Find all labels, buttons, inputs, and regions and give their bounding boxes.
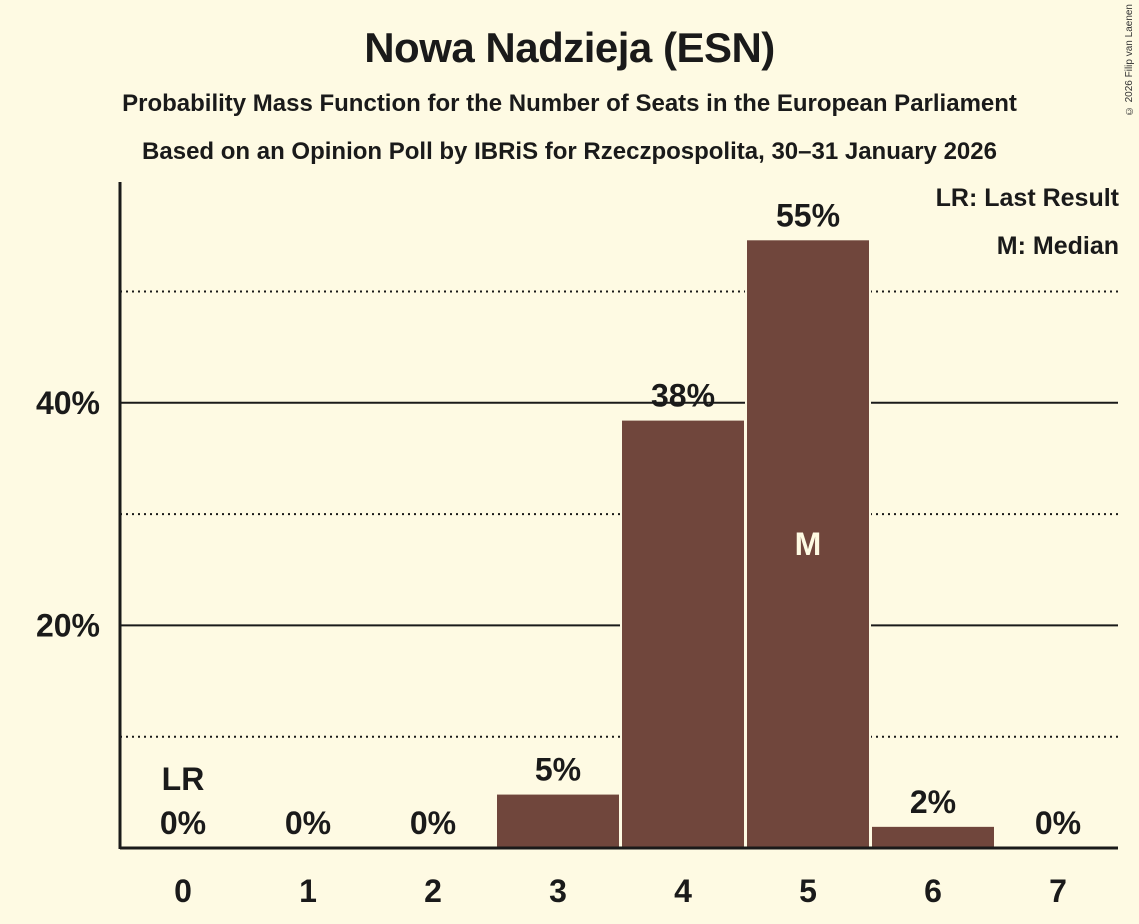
chart-subtitle: Probability Mass Function for the Number… [122,90,1017,117]
bar-value-label: 5% [535,752,581,788]
bar-value-label: 38% [651,378,715,414]
bar-seats-6 [872,826,994,848]
bar-value-label: 55% [776,197,840,233]
y-tick-label: 20% [36,607,100,643]
x-tick-label: 7 [1049,873,1067,909]
bar-value-label: 2% [910,784,956,820]
bar-value-label: 0% [160,805,206,841]
y-tick-label: 40% [36,385,100,421]
bar-seats-3 [497,794,619,848]
bar-seats-5 [747,240,869,848]
bar-value-label: 0% [285,805,331,841]
x-tick-label: 4 [674,873,692,909]
x-tick-label: 0 [174,873,192,909]
bar-value-label: 0% [1035,805,1081,841]
chart-title: Nowa Nadzieja (ESN) [364,24,775,71]
x-tick-label: 5 [799,873,817,909]
x-tick-label: 6 [924,873,942,909]
chart-source-line: Based on an Opinion Poll by IBRiS for Rz… [142,138,997,165]
x-tick-label: 3 [549,873,567,909]
x-tick-label: 1 [299,873,317,909]
bar-value-label: 0% [410,805,456,841]
last-result-marker: LR [162,761,205,797]
legend-last-result: LR: Last Result [935,184,1119,212]
x-tick-label: 2 [424,873,442,909]
median-marker: M [795,526,822,562]
legend-median: M: Median [996,232,1119,260]
bar-seats-4 [622,420,744,848]
